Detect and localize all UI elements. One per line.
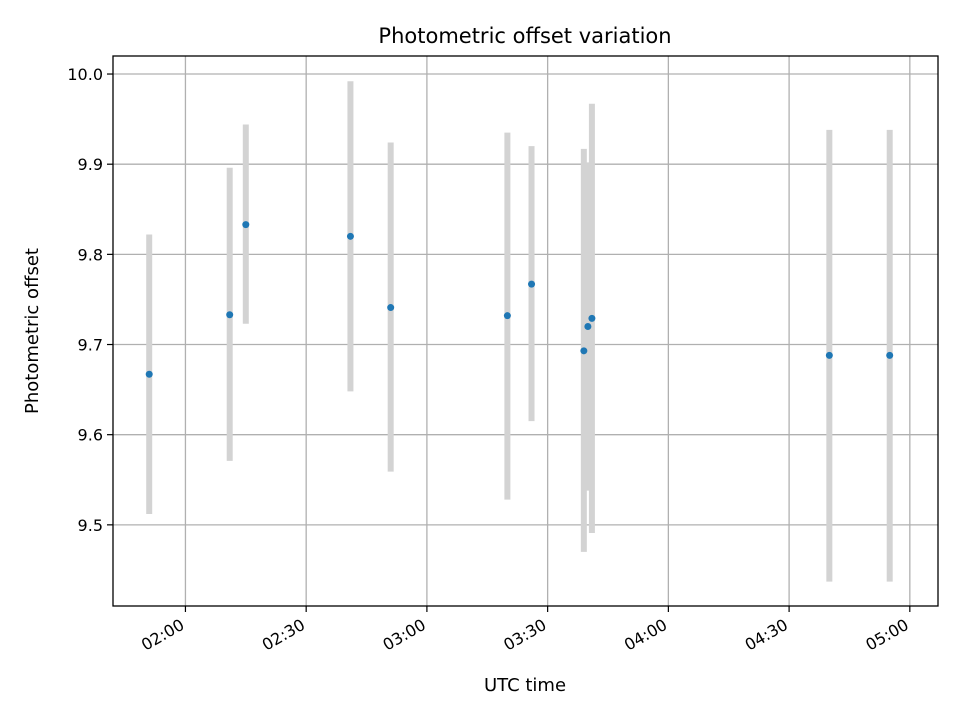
data-points [145, 221, 894, 378]
data-point [580, 347, 588, 355]
x-tick-label: 05:00 [862, 615, 911, 655]
x-tick-label: 02:00 [138, 615, 187, 655]
x-tick-label: 04:30 [742, 615, 791, 655]
x-tick-label: 02:30 [259, 615, 308, 655]
data-point [346, 232, 354, 240]
y-axis-label: Photometric offset [22, 248, 43, 414]
x-tick-label: 04:00 [621, 615, 670, 655]
data-point [886, 351, 894, 359]
y-tick-label: 9.9 [78, 155, 103, 174]
error-bars [146, 81, 893, 582]
x-tick-label: 03:30 [500, 615, 549, 655]
data-point [584, 322, 592, 330]
y-tick-label: 9.8 [78, 245, 103, 264]
data-point [242, 221, 250, 229]
plot-frame [112, 55, 939, 607]
data-point [528, 280, 536, 288]
y-tick-label: 10.0 [67, 65, 103, 84]
y-tick-label: 9.7 [78, 336, 103, 355]
grid [113, 56, 938, 606]
chart-title: Photometric offset variation [378, 24, 671, 48]
y-tick-label: 9.5 [78, 516, 103, 535]
data-point [588, 314, 596, 322]
x-tick-label: 03:00 [379, 615, 428, 655]
data-point [145, 370, 153, 378]
data-point [387, 304, 395, 312]
y-tick-label: 9.6 [78, 426, 103, 445]
data-point [503, 312, 511, 320]
x-axis-label: UTC time [484, 675, 566, 696]
data-point [226, 311, 234, 319]
data-point [825, 351, 833, 359]
ticks: 02:00 02:30 03:00 03:30 04:00 04:30 05:00 9.5 9.… [67, 65, 911, 654]
